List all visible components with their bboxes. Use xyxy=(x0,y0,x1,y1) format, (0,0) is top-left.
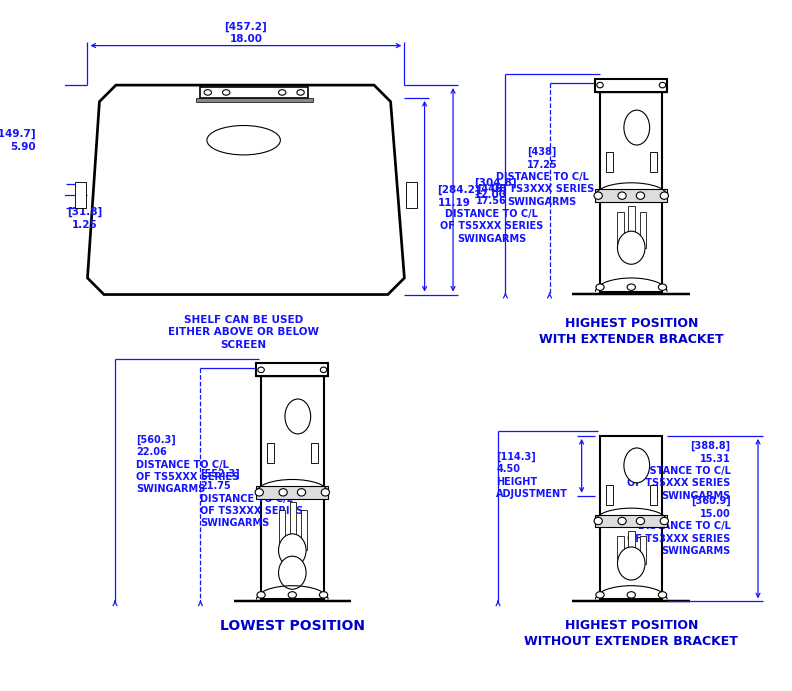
Ellipse shape xyxy=(288,591,296,598)
Bar xyxy=(406,182,417,208)
Bar xyxy=(261,377,324,600)
Ellipse shape xyxy=(618,231,645,264)
Bar xyxy=(196,98,313,102)
Ellipse shape xyxy=(257,591,265,598)
Ellipse shape xyxy=(207,126,280,155)
Bar xyxy=(600,436,662,600)
Ellipse shape xyxy=(618,192,626,199)
Bar xyxy=(257,486,328,499)
PathPatch shape xyxy=(87,85,405,294)
Bar xyxy=(200,87,308,98)
Text: [31.8]
1.25: [31.8] 1.25 xyxy=(67,207,102,229)
Bar xyxy=(618,536,624,564)
Ellipse shape xyxy=(297,90,304,95)
Ellipse shape xyxy=(279,534,306,567)
Text: [149.7]
5.90: [149.7] 5.90 xyxy=(0,129,36,151)
Ellipse shape xyxy=(279,90,286,95)
Ellipse shape xyxy=(297,489,306,496)
Ellipse shape xyxy=(658,591,667,598)
Bar xyxy=(596,515,667,527)
Ellipse shape xyxy=(624,448,649,483)
Text: [560.3]
22.06
DISTANCE TO C/L
OF TS5XXX SERIES
SWINGARMS: [560.3] 22.06 DISTANCE TO C/L OF TS5XXX … xyxy=(136,435,239,494)
Ellipse shape xyxy=(636,518,645,524)
Text: [446]
17.56
DISTANCE TO C/L
OF TS5XXX SERIES
SWINGARMS: [446] 17.56 DISTANCE TO C/L OF TS5XXX SE… xyxy=(440,184,543,244)
Text: [114.3]
4.50
HEIGHT
ADJUSTMENT: [114.3] 4.50 HEIGHT ADJUSTMENT xyxy=(497,452,568,499)
Bar xyxy=(290,502,296,550)
Bar xyxy=(629,531,635,564)
Text: SHELF CAN BE USED
EITHER ABOVE OR BELOW
SCREEN: SHELF CAN BE USED EITHER ABOVE OR BELOW … xyxy=(168,314,319,350)
Text: [360.9]
15.00
DISTANCE TO C/L
OF TS3XXX SERIES
SWINGARMS: [360.9] 15.00 DISTANCE TO C/L OF TS3XXX … xyxy=(627,496,730,556)
Ellipse shape xyxy=(319,591,328,598)
Ellipse shape xyxy=(627,284,635,290)
Ellipse shape xyxy=(255,489,264,496)
Ellipse shape xyxy=(596,284,604,290)
Text: [388.8]
15.31
DISTANCE TO C/L
OF TS5XXX SERIES
SWINGARMS: [388.8] 15.31 DISTANCE TO C/L OF TS5XXX … xyxy=(627,441,730,501)
Ellipse shape xyxy=(320,367,327,372)
Text: HIGHEST POSITION
WITHOUT EXTENDER BRACKET: HIGHEST POSITION WITHOUT EXTENDER BRACKE… xyxy=(524,618,738,647)
Ellipse shape xyxy=(279,556,306,589)
Bar xyxy=(639,212,646,247)
Bar xyxy=(639,536,646,564)
Bar xyxy=(606,485,613,505)
Ellipse shape xyxy=(597,82,604,88)
Bar xyxy=(257,363,328,377)
Text: HIGHEST POSITION
WITH EXTENDER BRACKET: HIGHEST POSITION WITH EXTENDER BRACKET xyxy=(539,317,724,346)
Text: [457.2]
18.00: [457.2] 18.00 xyxy=(225,21,268,44)
Ellipse shape xyxy=(594,192,603,199)
Bar xyxy=(596,189,667,202)
Ellipse shape xyxy=(285,399,310,434)
Ellipse shape xyxy=(624,110,649,145)
Text: LOWEST POSITION: LOWEST POSITION xyxy=(220,618,365,633)
Bar xyxy=(301,510,307,550)
Ellipse shape xyxy=(594,518,603,524)
Bar xyxy=(649,151,657,172)
Ellipse shape xyxy=(223,90,230,95)
Text: [552.3]
21.75
DISTANCE TO C/L
OF TS3XXX SERIES
SWINGARMS: [552.3] 21.75 DISTANCE TO C/L OF TS3XXX … xyxy=(200,468,303,529)
Bar xyxy=(618,212,624,247)
Bar xyxy=(649,485,657,505)
Bar xyxy=(596,79,667,91)
Ellipse shape xyxy=(618,518,626,524)
Ellipse shape xyxy=(258,367,265,372)
Ellipse shape xyxy=(661,192,668,199)
Bar xyxy=(629,206,635,247)
Text: [304.8]
12.00: [304.8] 12.00 xyxy=(474,178,517,200)
Ellipse shape xyxy=(659,82,666,88)
Ellipse shape xyxy=(636,192,645,199)
Ellipse shape xyxy=(627,591,635,598)
Ellipse shape xyxy=(279,489,287,496)
Bar xyxy=(600,91,662,292)
Ellipse shape xyxy=(596,591,604,598)
Ellipse shape xyxy=(618,547,645,580)
Ellipse shape xyxy=(661,518,668,524)
Ellipse shape xyxy=(322,489,329,496)
Bar xyxy=(74,182,86,208)
Ellipse shape xyxy=(204,90,211,95)
Bar xyxy=(606,151,613,172)
Ellipse shape xyxy=(658,284,667,290)
Text: [284.2]
11.19: [284.2] 11.19 xyxy=(437,185,480,207)
Bar xyxy=(279,510,285,550)
Text: [438]
17.25
DISTANCE TO C/L
OF TS3XXX SERIES
SWINGARMS: [438] 17.25 DISTANCE TO C/L OF TS3XXX SE… xyxy=(490,147,594,207)
Bar xyxy=(310,443,318,464)
Bar xyxy=(267,443,274,464)
